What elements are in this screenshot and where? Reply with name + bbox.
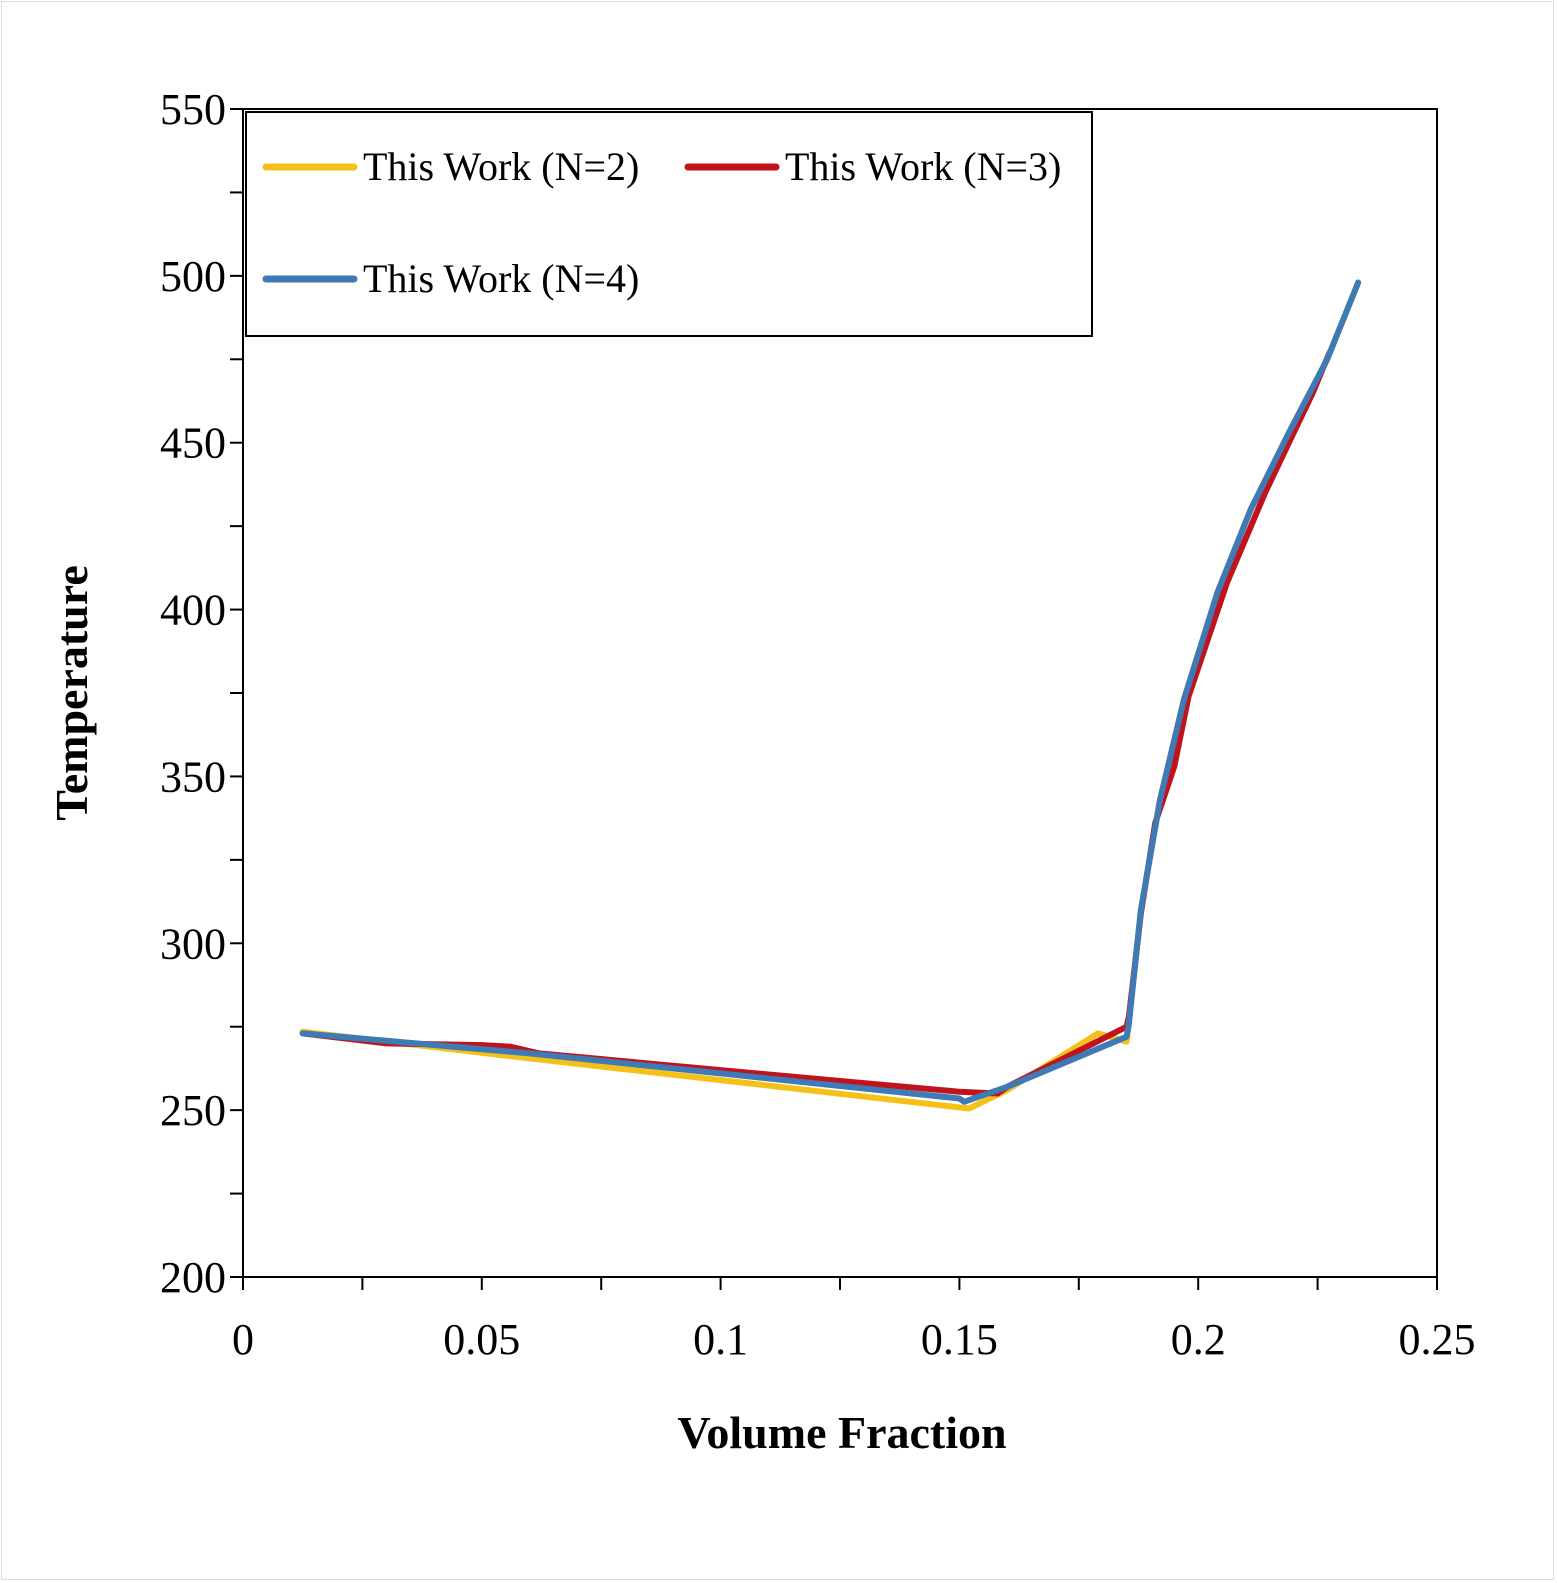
legend-label-2: This Work (N=3) [785, 144, 1061, 189]
y-tick-label: 350 [160, 752, 226, 801]
x-tick-label: 0.2 [1171, 1315, 1226, 1364]
y-tick-label: 250 [160, 1086, 226, 1135]
x-tick-label: 0.25 [1399, 1315, 1476, 1364]
series-layer [299, 279, 1362, 1112]
x-tick-label: 0.05 [443, 1315, 520, 1364]
series-line-1 [299, 279, 1362, 1112]
x-tick-label: 0.1 [693, 1315, 748, 1364]
y-tick-label: 500 [160, 252, 226, 301]
legend-label-3: This Work (N=4) [363, 256, 639, 301]
x-tick-label: 0.15 [921, 1315, 998, 1364]
legend: This Work (N=2) This Work (N=3) This Work … [245, 111, 1093, 337]
axes: 200 250 300 350 400 450 500 550 0 0.05 0.1 0.15 0.2 0… [160, 85, 1476, 1364]
y-axis-title: Temperature [46, 565, 97, 821]
y-tick-label: 400 [160, 586, 226, 635]
legend-label-1: This Work (N=2) [363, 144, 639, 189]
x-axis-title: Volume Fraction [677, 1407, 1006, 1458]
y-tick-label: 450 [160, 419, 226, 468]
y-tick-label: 200 [160, 1253, 226, 1302]
legend-box [245, 111, 1093, 337]
series-line-3 [299, 279, 1362, 1105]
y-tick-label: 300 [160, 919, 226, 968]
x-tick-label: 0 [232, 1315, 254, 1364]
y-tick-label: 550 [160, 85, 226, 134]
